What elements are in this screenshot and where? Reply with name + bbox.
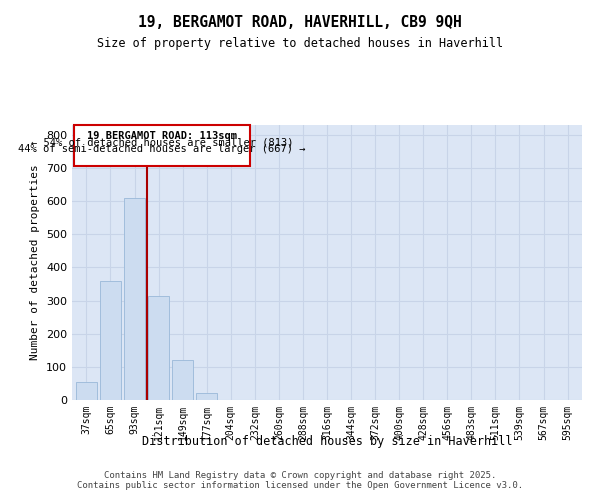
Bar [76,382,97,400]
Text: 19 BERGAMOT ROAD: 113sqm: 19 BERGAMOT ROAD: 113sqm [87,131,237,141]
Bar [124,198,145,400]
FancyBboxPatch shape [74,125,250,166]
Text: Distribution of detached houses by size in Haverhill: Distribution of detached houses by size … [142,435,512,448]
Bar [148,296,169,400]
Text: Size of property relative to detached houses in Haverhill: Size of property relative to detached ho… [97,38,503,51]
Text: Contains HM Land Registry data © Crown copyright and database right 2025.
Contai: Contains HM Land Registry data © Crown c… [77,470,523,490]
Text: 44% of semi-detached houses are larger (667) →: 44% of semi-detached houses are larger (… [19,144,306,154]
Bar [100,280,121,400]
Text: 19, BERGAMOT ROAD, HAVERHILL, CB9 9QH: 19, BERGAMOT ROAD, HAVERHILL, CB9 9QH [138,15,462,30]
Bar [172,360,193,400]
Bar [196,394,217,400]
Text: ← 54% of detached houses are smaller (813): ← 54% of detached houses are smaller (81… [31,138,293,147]
Y-axis label: Number of detached properties: Number of detached properties [31,164,40,360]
